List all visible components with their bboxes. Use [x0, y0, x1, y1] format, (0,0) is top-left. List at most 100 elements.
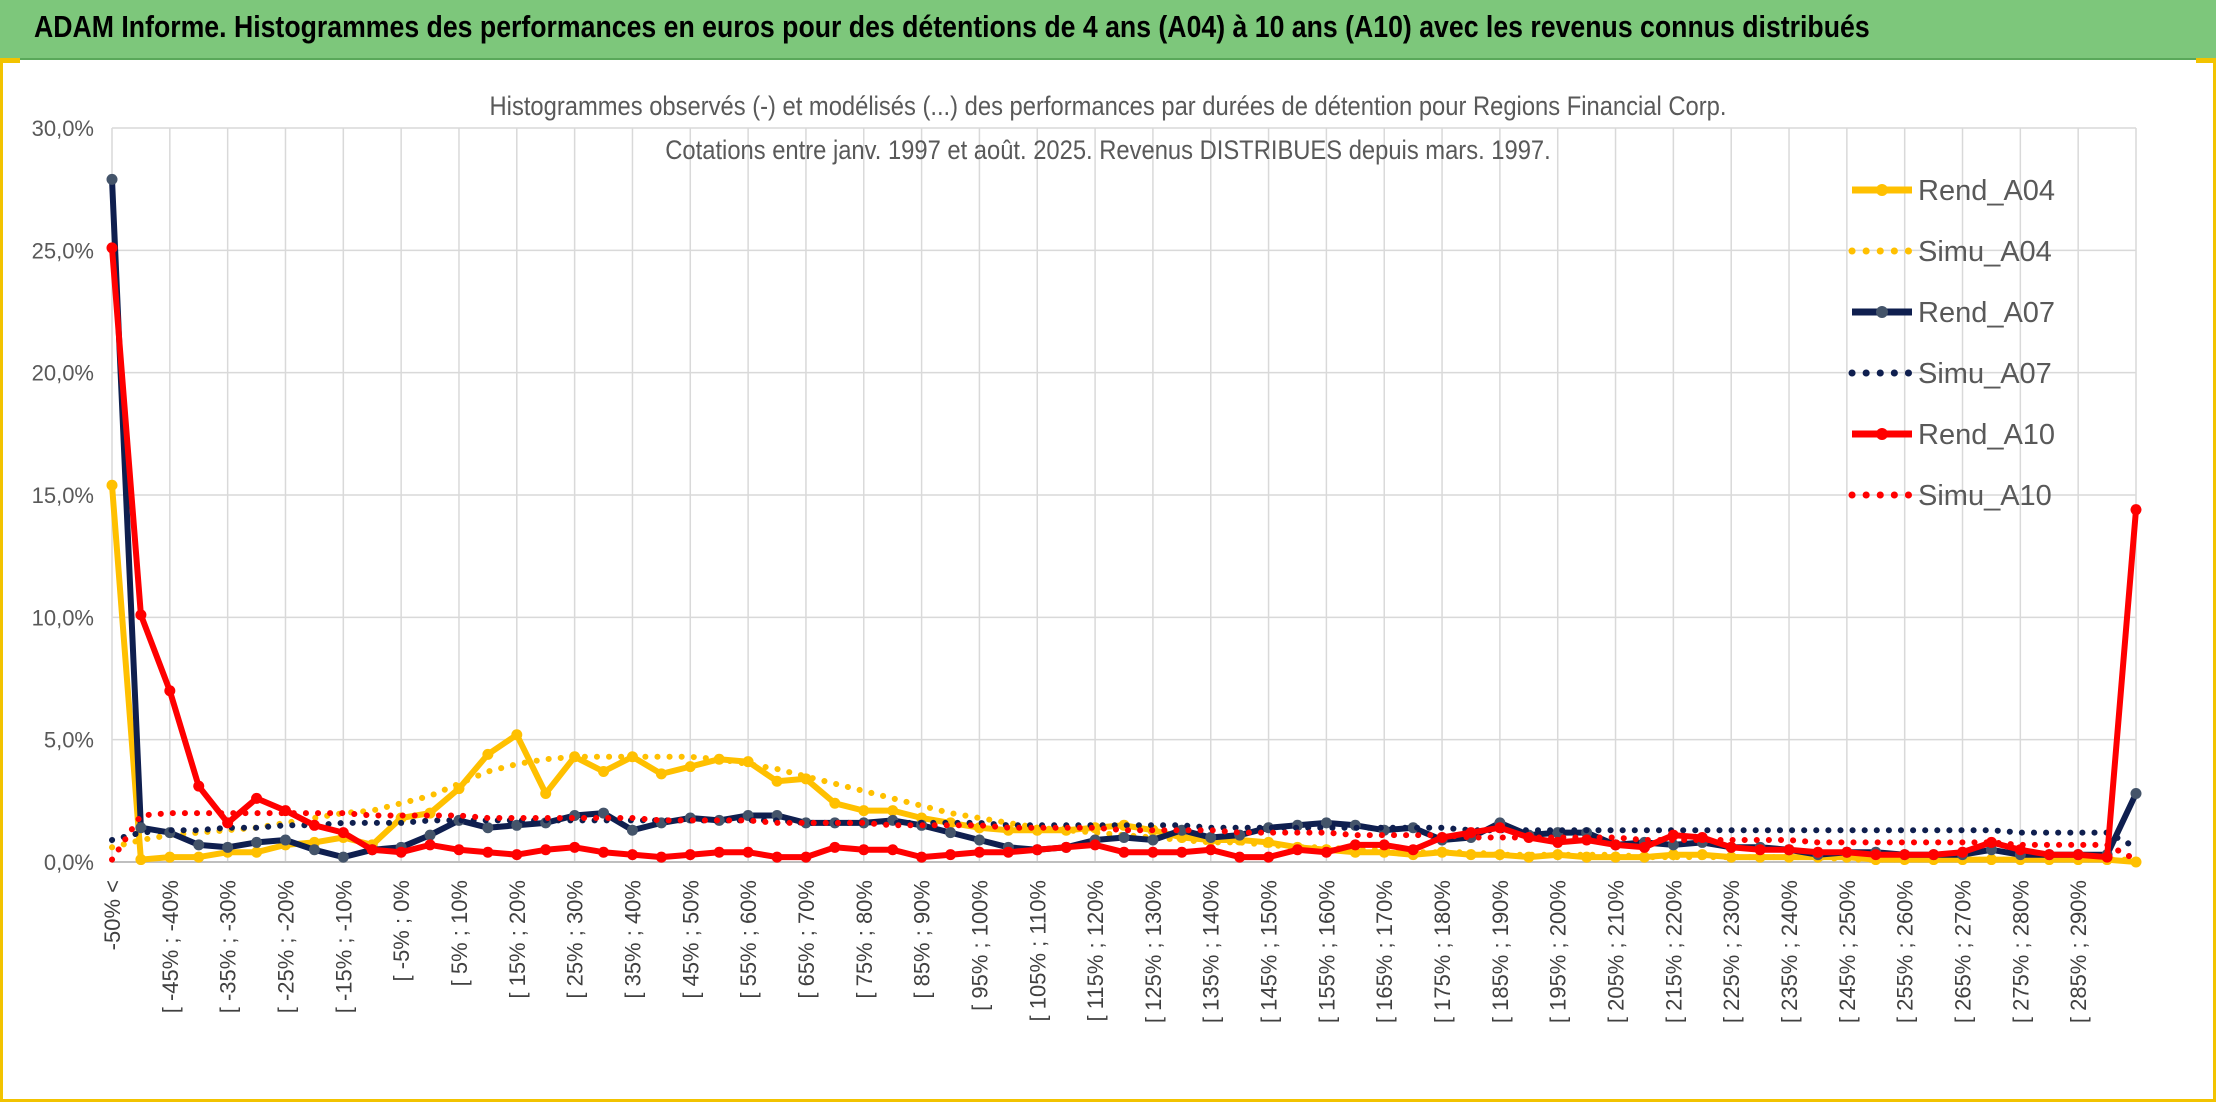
- x-tick-label: [ -5% ; 0%: [389, 880, 414, 981]
- data-point: [1638, 841, 1650, 853]
- data-point: [251, 792, 263, 804]
- legend-entry: Simu_A10: [1848, 480, 2052, 512]
- data-point: [2043, 849, 2055, 861]
- x-tick-label: [ 185% ; 190%: [1488, 880, 1513, 1023]
- chart-legend: Rend_A04 Simu_A04 Rend_A07 Simu_A07 Rend_A10…: [1848, 175, 2055, 512]
- data-point: [626, 849, 638, 861]
- legend-entry: Rend_A07: [1852, 297, 2055, 329]
- frame-right-border: [2213, 58, 2216, 1102]
- data-point: [366, 844, 378, 856]
- data-point: [1176, 824, 1188, 836]
- data-point: [424, 839, 436, 851]
- data-point: [655, 768, 667, 780]
- title-layer: Histogrammes observés (-) et modélisés (…: [490, 92, 1727, 166]
- data-point: [251, 836, 263, 848]
- data-point: [511, 849, 523, 861]
- x-tick-label: [ 205% ; 210%: [1604, 880, 1629, 1023]
- legend-label: Rend_A10: [1918, 419, 2055, 451]
- x-tick-label: [ -45% ; -40%: [158, 880, 183, 1013]
- data-point: [1349, 839, 1361, 851]
- series-rend-a07: [106, 173, 2142, 863]
- data-point: [1147, 846, 1159, 858]
- axis-layer: 0,0% 5,0% 10,0% 15,0% 20,0% 25,0% 30,0% -50% < […: [32, 116, 2136, 1023]
- x-tick-label: [ 95% ; 100%: [967, 880, 992, 1011]
- x-tick-label: [ 75% ; 80%: [852, 880, 877, 999]
- x-tick-label: [ 285% ; 290%: [2066, 880, 2091, 1023]
- data-point: [308, 844, 320, 856]
- data-point: [222, 817, 234, 829]
- data-point: [2101, 851, 2113, 863]
- x-tick-label: [ 35% ; 40%: [620, 880, 645, 999]
- series-rend-a10: [106, 242, 2142, 863]
- data-point: [684, 761, 696, 773]
- data-point: [1957, 846, 1969, 858]
- data-point: [1841, 846, 1853, 858]
- x-tick-label: [ 55% ; 60%: [736, 880, 761, 999]
- data-point: [279, 834, 291, 846]
- frame-left-border: [0, 58, 3, 1102]
- data-point: [916, 851, 928, 863]
- data-point: [1725, 841, 1737, 853]
- data-point: [945, 827, 957, 839]
- data-point: [2130, 504, 2142, 516]
- data-point: [1147, 834, 1159, 846]
- y-tick-label: 20,0%: [32, 361, 94, 386]
- data-point: [1985, 836, 1997, 848]
- data-point: [713, 846, 725, 858]
- legend-entry: Simu_A04: [1848, 236, 2052, 268]
- data-point: [1176, 846, 1188, 858]
- data-point: [887, 844, 899, 856]
- data-point: [858, 844, 870, 856]
- x-tick-label: [ 125% ; 130%: [1141, 880, 1166, 1023]
- x-tick-label: [ 175% ; 180%: [1430, 880, 1455, 1023]
- data-point: [945, 849, 957, 861]
- data-point: [1552, 836, 1564, 848]
- data-point: [800, 817, 812, 829]
- data-point: [164, 851, 176, 863]
- x-tick-label: [ 225% ; 230%: [1719, 880, 1744, 1023]
- data-point: [1899, 849, 1911, 861]
- data-point: [1263, 851, 1275, 863]
- data-point: [771, 851, 783, 863]
- data-point: [193, 839, 205, 851]
- x-tick-label: [ 245% ; 250%: [1835, 880, 1860, 1023]
- data-point: [482, 748, 494, 760]
- data-point: [626, 824, 638, 836]
- x-tick-label: [ 105% ; 110%: [1025, 880, 1050, 1021]
- series-simu-a10: [109, 810, 2139, 863]
- x-tick-label: [ 45% ; 50%: [678, 880, 703, 999]
- data-point: [1812, 846, 1824, 858]
- data-point: [193, 780, 205, 792]
- y-tick-label: 10,0%: [32, 605, 94, 630]
- report-title: ADAM Informe. Histogrammes des performan…: [34, 9, 1870, 44]
- data-point: [1031, 844, 1043, 856]
- data-point: [1581, 851, 1593, 863]
- data-point: [337, 851, 349, 863]
- x-tick-label: [ -35% ; -30%: [216, 880, 241, 1013]
- series-simu-a07: [109, 817, 2139, 851]
- data-point: [424, 829, 436, 841]
- data-point: [540, 844, 552, 856]
- legend-label: Simu_A04: [1918, 236, 2052, 268]
- data-point: [1118, 832, 1130, 844]
- legend-marker: [1876, 306, 1888, 318]
- x-tick-label: [ 275% ; 280%: [2008, 880, 2033, 1023]
- data-point: [1610, 839, 1622, 851]
- accent-corner-left: [0, 58, 20, 63]
- y-tick-label: 30,0%: [32, 116, 94, 141]
- data-point: [251, 846, 263, 858]
- frame-bottom-border: [0, 1099, 2216, 1102]
- data-point: [1783, 844, 1795, 856]
- data-point: [598, 765, 610, 777]
- data-point: [771, 775, 783, 787]
- data-point: [395, 846, 407, 858]
- data-point: [511, 729, 523, 741]
- data-point: [1060, 841, 1072, 853]
- data-point: [2130, 787, 2142, 799]
- x-tick-label: [ 135% ; 140%: [1199, 880, 1224, 1023]
- data-point: [135, 822, 147, 834]
- x-tick-label: [ 215% ; 220%: [1661, 880, 1686, 1023]
- series-rend-a04: [106, 479, 2142, 868]
- y-tick-label: 15,0%: [32, 483, 94, 508]
- legend-marker: [1876, 184, 1888, 196]
